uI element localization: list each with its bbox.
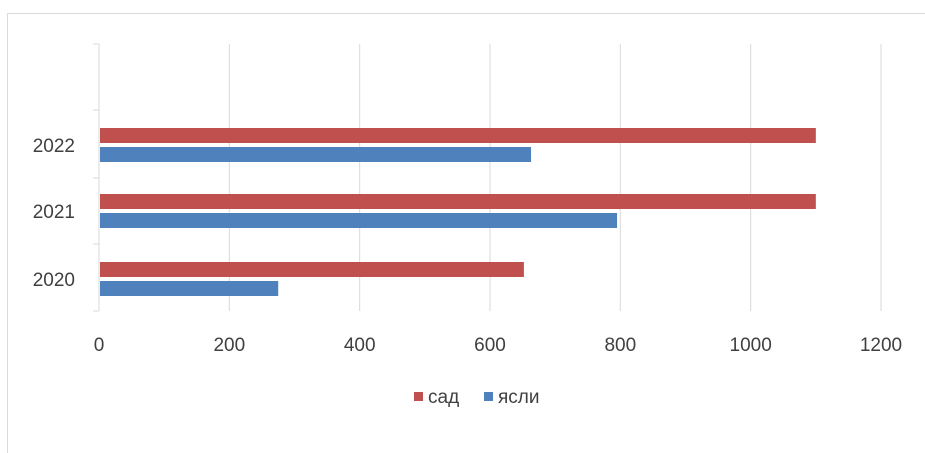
bar-сад-2021 — [100, 194, 816, 209]
x-tick-label: 400 — [344, 335, 376, 356]
bar-ясли-2021 — [100, 213, 618, 228]
x-tick-label: 1200 — [860, 335, 902, 356]
y-tick-label: 2021 — [33, 202, 75, 223]
x-tick-label: 800 — [604, 335, 636, 356]
bar-сад-2020 — [100, 262, 524, 277]
legend: сад ясли — [414, 387, 540, 408]
legend-label-сад: сад — [428, 387, 459, 408]
y-tick-label: 2020 — [33, 270, 75, 291]
legend-swatch-сад — [414, 392, 423, 401]
x-tick-label: 600 — [474, 335, 506, 356]
x-tick-label: 0 — [94, 335, 105, 356]
bar-сад-2022 — [100, 128, 816, 143]
bars — [100, 128, 816, 296]
y-axis-tick-labels: 2020 2021 2022 — [33, 136, 75, 291]
x-axis-tick-labels: 0 200 400 600 800 1000 1200 — [94, 335, 902, 356]
legend-label-ясли: ясли — [498, 387, 540, 408]
bar-ясли-2022 — [100, 147, 532, 162]
bar-chart: 0 200 400 600 800 1000 1200 2020 2021 2022 сад яс… — [33, 43, 902, 408]
y-tick-label: 2022 — [33, 136, 75, 157]
x-tick-label: 1000 — [730, 335, 772, 356]
y-axis — [93, 43, 100, 312]
chart-area — [7, 13, 925, 453]
legend-swatch-ясли — [484, 392, 493, 401]
x-tick-label: 200 — [213, 335, 245, 356]
bar-ясли-2020 — [100, 281, 279, 296]
